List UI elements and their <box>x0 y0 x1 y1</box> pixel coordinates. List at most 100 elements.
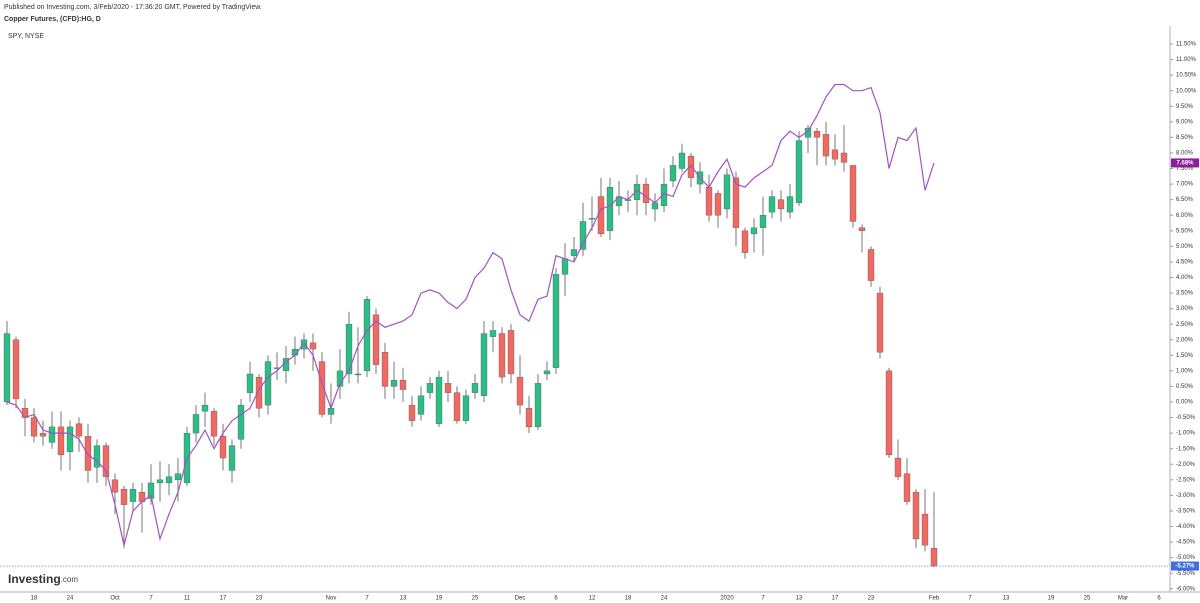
candle-body <box>228 445 236 471</box>
x-tick-label: Mar <box>1118 596 1128 602</box>
x-tick-label: 25 <box>1084 596 1091 602</box>
candle-body <box>759 215 767 228</box>
x-tick-label: 18 <box>31 596 38 602</box>
candle-body <box>156 479 164 484</box>
candle-body <box>354 373 362 376</box>
y-tick-label: -4.50% <box>1176 540 1196 546</box>
candle-body <box>786 196 794 213</box>
candle-body <box>93 445 101 468</box>
candle-body <box>912 492 920 540</box>
x-tick-label: 7 <box>968 596 972 602</box>
candle-body <box>318 361 326 415</box>
candle-body <box>498 333 506 378</box>
x-tick-label: 13 <box>400 596 407 602</box>
candle-body <box>408 404 416 421</box>
y-tick-label: -2.50% <box>1176 477 1196 483</box>
candle-body <box>453 392 461 421</box>
candle-body <box>732 177 740 228</box>
candle-body <box>237 404 245 440</box>
candle-body <box>471 383 479 393</box>
x-tick-label: 13 <box>796 596 803 602</box>
candle-body <box>246 373 254 393</box>
x-tick-label: 6 <box>554 596 558 602</box>
candle-body <box>768 196 776 213</box>
candle-body <box>426 383 434 393</box>
candle-body <box>3 333 11 403</box>
x-tick-label: 23 <box>868 596 875 602</box>
candle-body <box>435 376 443 424</box>
candle-body <box>840 152 848 163</box>
candle-body <box>687 155 695 179</box>
y-tick-label: 7.50% <box>1176 166 1194 172</box>
candle-body <box>300 339 308 350</box>
candle-body <box>390 380 398 387</box>
x-tick-label: Oct <box>110 596 120 602</box>
candle-body <box>201 404 209 412</box>
y-tick-label: 10.50% <box>1176 73 1197 79</box>
candle-body <box>21 408 29 418</box>
x-tick-label: 17 <box>832 596 839 602</box>
candle-body <box>588 218 596 220</box>
candle-body <box>822 134 830 157</box>
candle-body <box>12 339 20 400</box>
y-tick-label: 4.00% <box>1176 275 1194 281</box>
candle-body <box>795 140 803 203</box>
candle-body <box>678 152 686 169</box>
candle-body <box>102 445 110 477</box>
y-tick-label: 1.50% <box>1176 353 1194 359</box>
y-tick-label: 4.50% <box>1176 259 1194 265</box>
candle-body <box>399 380 407 390</box>
candle-body <box>813 131 821 138</box>
y-tick-label: -5.50% <box>1176 571 1196 577</box>
candle-body <box>75 423 83 437</box>
y-tick-label: 8.50% <box>1176 135 1194 141</box>
x-tick-label: 24 <box>661 596 668 602</box>
candle-body <box>192 414 200 434</box>
logo-text: Investing <box>8 572 61 586</box>
candle-body <box>444 383 452 393</box>
candle-body <box>165 476 173 484</box>
last-value-box <box>1171 561 1199 571</box>
y-tick-label: -1.50% <box>1176 446 1196 452</box>
x-tick-label: 11 <box>184 596 191 602</box>
candle-body <box>66 426 74 452</box>
candle-body <box>894 457 902 477</box>
y-tick-label: 0.00% <box>1176 400 1194 406</box>
candle-body <box>111 479 119 493</box>
logo-suffix: .com <box>61 575 79 584</box>
x-tick-label: Nov <box>326 596 337 602</box>
candle-body <box>534 383 542 428</box>
x-tick-label: Dec <box>515 596 526 602</box>
candle-body <box>570 249 578 256</box>
y-tick-label: 0.50% <box>1176 384 1194 390</box>
candle-body <box>57 426 65 456</box>
y-tick-label: 9.50% <box>1176 104 1194 110</box>
candle-body <box>903 473 911 502</box>
candle-body <box>561 258 569 275</box>
y-tick-label: 5.50% <box>1176 228 1194 234</box>
candle-body <box>345 324 353 375</box>
x-tick-label: 25 <box>472 596 479 602</box>
candle-body <box>30 417 38 437</box>
candle-body <box>831 149 839 160</box>
y-tick-label: 5.00% <box>1176 244 1194 250</box>
candle-body <box>651 202 659 210</box>
y-tick-label: 9.00% <box>1176 119 1194 125</box>
candle-body <box>867 249 875 281</box>
candle-body <box>255 376 263 409</box>
candle-body <box>219 436 227 459</box>
x-tick-label: Feb <box>929 596 940 602</box>
candle-body <box>372 314 380 365</box>
candle-body <box>516 376 524 406</box>
candle-body <box>714 193 722 216</box>
candle-body <box>849 165 857 222</box>
candle-body <box>120 489 128 505</box>
candle-body <box>705 187 713 216</box>
candle-body <box>147 482 155 499</box>
x-tick-label: 19 <box>1048 596 1055 602</box>
candle-body <box>552 274 560 368</box>
candle-body <box>381 352 389 387</box>
last-value-label: 7.68% <box>1176 161 1194 167</box>
x-tick-label: 7 <box>365 596 369 602</box>
